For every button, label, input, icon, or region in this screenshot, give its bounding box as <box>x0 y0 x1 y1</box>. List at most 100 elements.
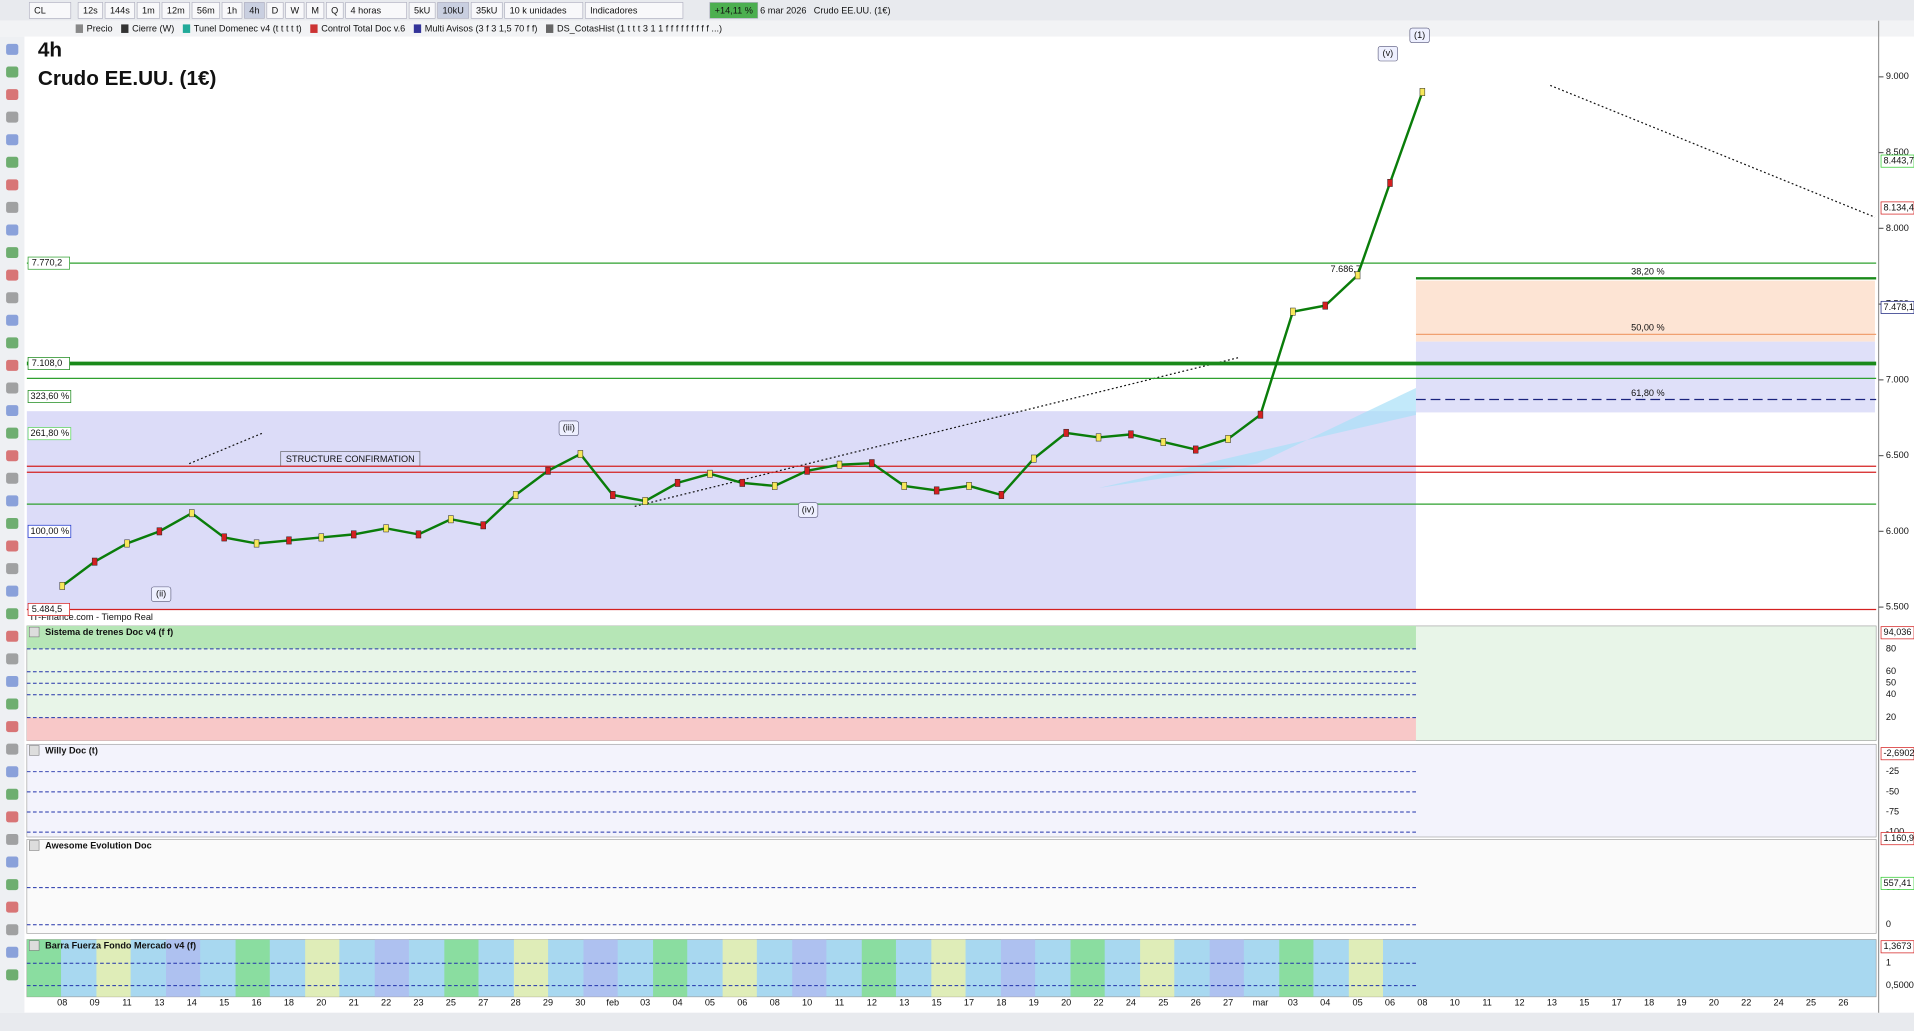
tool-icon[interactable] <box>6 224 19 236</box>
toolbar-button[interactable] <box>221 2 243 19</box>
tool-icon[interactable] <box>6 585 19 597</box>
legend-item[interactable]: DS_CotasHist (1 t t t 3 1 1 f f f f f f … <box>557 24 722 34</box>
tool-icon[interactable] <box>6 382 19 394</box>
tool-icon[interactable] <box>6 292 19 304</box>
toolbar-text[interactable]: 4 horas <box>351 5 382 15</box>
toolbar-text[interactable]: W <box>291 5 300 15</box>
x-tick-label: 25 <box>1158 997 1168 1007</box>
price-candle <box>59 581 65 590</box>
toolbar-button[interactable] <box>584 2 684 19</box>
toolbar-button[interactable] <box>136 2 160 19</box>
tool-icon[interactable] <box>6 450 19 462</box>
tool-icon[interactable] <box>6 201 19 213</box>
toolbar-button[interactable] <box>306 2 325 19</box>
wave-box <box>1377 46 1398 62</box>
legend-item[interactable]: Control Total Doc v.6 <box>321 24 405 34</box>
tool-icon[interactable] <box>6 43 19 55</box>
price-candle <box>804 466 810 475</box>
toolbar-button[interactable] <box>285 2 305 19</box>
toolbar-button[interactable] <box>104 2 135 19</box>
tool-icon[interactable] <box>6 359 19 371</box>
toolbar-text[interactable]: +14,11 % <box>715 5 753 15</box>
toolbar-button[interactable] <box>709 2 759 19</box>
toolbar-text[interactable]: 4h <box>249 5 259 15</box>
toolbar-text[interactable]: 12m <box>167 5 185 15</box>
tool-icon[interactable] <box>6 269 19 281</box>
legend-item[interactable]: Precio <box>87 24 113 34</box>
toolbar-text[interactable]: D <box>272 5 279 15</box>
tool-icon[interactable] <box>6 924 19 936</box>
tool-icon[interactable] <box>6 969 19 981</box>
price-candle <box>1257 410 1264 419</box>
tool-icon[interactable] <box>6 879 19 891</box>
tool-icon[interactable] <box>6 540 19 552</box>
tool-icon[interactable] <box>6 901 19 913</box>
toolbar-button[interactable] <box>161 2 190 19</box>
legend-item[interactable]: Multi Avisos (3 f 3 1,5 70 f f) <box>425 24 538 34</box>
toolbar-text[interactable]: 10kU <box>442 5 463 15</box>
toolbar-text[interactable]: 12s <box>83 5 98 15</box>
x-tick-label: 14 <box>187 997 197 1007</box>
toolbar-text[interactable]: 5kU <box>414 5 430 15</box>
tool-icon[interactable] <box>6 89 19 101</box>
tool-icon[interactable] <box>6 563 19 575</box>
toolbar-button[interactable] <box>470 2 503 19</box>
tool-icon[interactable] <box>6 405 19 417</box>
x-tick-label: 30 <box>575 997 585 1007</box>
y-tick-label: 0 <box>1886 919 1891 929</box>
toolbar-button[interactable] <box>408 2 436 19</box>
tool-icon[interactable] <box>6 179 19 191</box>
x-tick-label: 26 <box>1838 997 1848 1007</box>
tool-icon[interactable] <box>6 766 19 778</box>
tool-icon[interactable] <box>6 314 19 326</box>
tool-icon[interactable] <box>6 608 19 620</box>
toolbar-text[interactable]: 1h <box>227 5 237 15</box>
toolbar-text[interactable]: 1m <box>142 5 155 15</box>
toolbar-button[interactable] <box>266 2 284 19</box>
tool-icon[interactable] <box>6 630 19 642</box>
tool-icon[interactable] <box>6 495 19 507</box>
tool-icon[interactable] <box>6 788 19 800</box>
toolbar-text[interactable]: 35kU <box>476 5 497 15</box>
tool-icon[interactable] <box>6 66 19 78</box>
band <box>861 939 896 997</box>
y-tick-label: 0,5000 <box>1886 980 1914 990</box>
price-candle <box>253 539 260 548</box>
tool-icon[interactable] <box>6 856 19 868</box>
tool-icon[interactable] <box>6 698 19 710</box>
tool-icon[interactable] <box>6 427 19 439</box>
tool-icon[interactable] <box>6 811 19 823</box>
toolbar-button[interactable] <box>77 2 103 19</box>
toolbar-text[interactable]: CL <box>34 5 46 15</box>
toolbar-button[interactable] <box>326 2 344 19</box>
tool-icon[interactable] <box>6 743 19 755</box>
tool-icon[interactable] <box>6 472 19 484</box>
tool-icon[interactable] <box>6 721 19 733</box>
toolbar-button[interactable] <box>345 2 407 19</box>
toolbar-text[interactable]: 144s <box>110 5 130 15</box>
tool-icon[interactable] <box>6 833 19 845</box>
toolbar-button[interactable] <box>437 2 470 19</box>
tool-icon[interactable] <box>6 111 19 123</box>
tool-icon[interactable] <box>6 517 19 529</box>
toolbar-button[interactable] <box>504 2 584 19</box>
toolbar-button[interactable] <box>191 2 220 19</box>
toolbar-text[interactable]: 56m <box>197 5 215 15</box>
tool-icon[interactable] <box>6 675 19 687</box>
x-tick-label: 04 <box>1320 997 1330 1007</box>
tool-icon[interactable] <box>6 337 19 349</box>
toolbar-text[interactable]: Q <box>331 5 338 15</box>
toolbar-button[interactable] <box>28 2 72 19</box>
legend-item[interactable]: Tunel Domenec v4 (t t t t t) <box>194 24 302 34</box>
tool-icon[interactable] <box>6 946 19 958</box>
legend-item[interactable]: Cierre (W) <box>132 24 174 34</box>
tool-icon[interactable] <box>6 156 19 168</box>
tool-icon[interactable] <box>6 653 19 665</box>
toolbar-text[interactable]: Indicadores <box>590 5 638 15</box>
toolbar-text[interactable]: 10 k unidades <box>510 5 567 15</box>
x-tick-label: 22 <box>1741 997 1751 1007</box>
toolbar-button[interactable] <box>244 2 265 19</box>
tool-icon[interactable] <box>6 134 19 146</box>
tool-icon[interactable] <box>6 247 19 259</box>
toolbar-text[interactable]: M <box>311 5 319 15</box>
